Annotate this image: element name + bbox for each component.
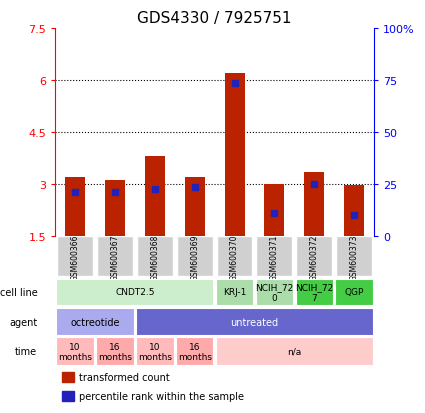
Bar xyxy=(185,177,205,236)
Text: cell line: cell line xyxy=(0,287,37,297)
FancyBboxPatch shape xyxy=(97,237,133,277)
FancyBboxPatch shape xyxy=(176,337,213,366)
FancyBboxPatch shape xyxy=(137,237,173,277)
Bar xyxy=(65,177,85,236)
Text: NCIH_72
0: NCIH_72 0 xyxy=(255,282,294,302)
Text: percentile rank within the sample: percentile rank within the sample xyxy=(79,391,244,401)
FancyBboxPatch shape xyxy=(136,309,373,335)
Text: transformed count: transformed count xyxy=(79,372,170,382)
Text: time: time xyxy=(15,347,37,356)
Bar xyxy=(224,74,244,236)
Text: n/a: n/a xyxy=(287,347,301,356)
Bar xyxy=(62,372,74,382)
Text: GSM600370: GSM600370 xyxy=(230,234,239,280)
Text: GSM600369: GSM600369 xyxy=(190,234,199,280)
Bar xyxy=(62,391,74,401)
Text: 16
months: 16 months xyxy=(178,342,212,361)
FancyBboxPatch shape xyxy=(216,279,253,306)
Text: GSM600367: GSM600367 xyxy=(110,234,119,280)
FancyBboxPatch shape xyxy=(217,237,252,277)
Text: 16
months: 16 months xyxy=(98,342,132,361)
Text: 10
months: 10 months xyxy=(58,342,92,361)
Text: octreotide: octreotide xyxy=(71,317,120,327)
Bar xyxy=(145,157,165,236)
FancyBboxPatch shape xyxy=(96,337,134,366)
Text: agent: agent xyxy=(9,317,37,327)
Text: GSM600373: GSM600373 xyxy=(350,234,359,280)
FancyBboxPatch shape xyxy=(336,237,372,277)
FancyBboxPatch shape xyxy=(295,279,333,306)
Bar xyxy=(105,181,125,236)
Text: NCIH_72
7: NCIH_72 7 xyxy=(295,282,333,302)
FancyBboxPatch shape xyxy=(57,237,93,277)
Text: KRJ-1: KRJ-1 xyxy=(223,288,246,297)
Bar xyxy=(304,172,324,236)
FancyBboxPatch shape xyxy=(256,279,293,306)
FancyBboxPatch shape xyxy=(335,279,373,306)
FancyBboxPatch shape xyxy=(57,337,94,366)
Text: GSM600366: GSM600366 xyxy=(71,234,79,280)
Text: QGP: QGP xyxy=(344,288,364,297)
Title: GDS4330 / 7925751: GDS4330 / 7925751 xyxy=(137,12,292,26)
FancyBboxPatch shape xyxy=(256,237,292,277)
Text: 10
months: 10 months xyxy=(138,342,172,361)
FancyBboxPatch shape xyxy=(57,279,213,306)
Bar xyxy=(264,184,284,236)
Text: CNDT2.5: CNDT2.5 xyxy=(115,288,155,297)
FancyBboxPatch shape xyxy=(57,309,134,335)
Text: GSM600368: GSM600368 xyxy=(150,234,159,280)
FancyBboxPatch shape xyxy=(296,237,332,277)
FancyBboxPatch shape xyxy=(216,337,373,366)
Text: GSM600372: GSM600372 xyxy=(310,234,319,280)
Text: untreated: untreated xyxy=(230,317,278,327)
FancyBboxPatch shape xyxy=(177,237,212,277)
Text: GSM600371: GSM600371 xyxy=(270,234,279,280)
Bar xyxy=(344,186,364,236)
FancyBboxPatch shape xyxy=(136,337,173,366)
